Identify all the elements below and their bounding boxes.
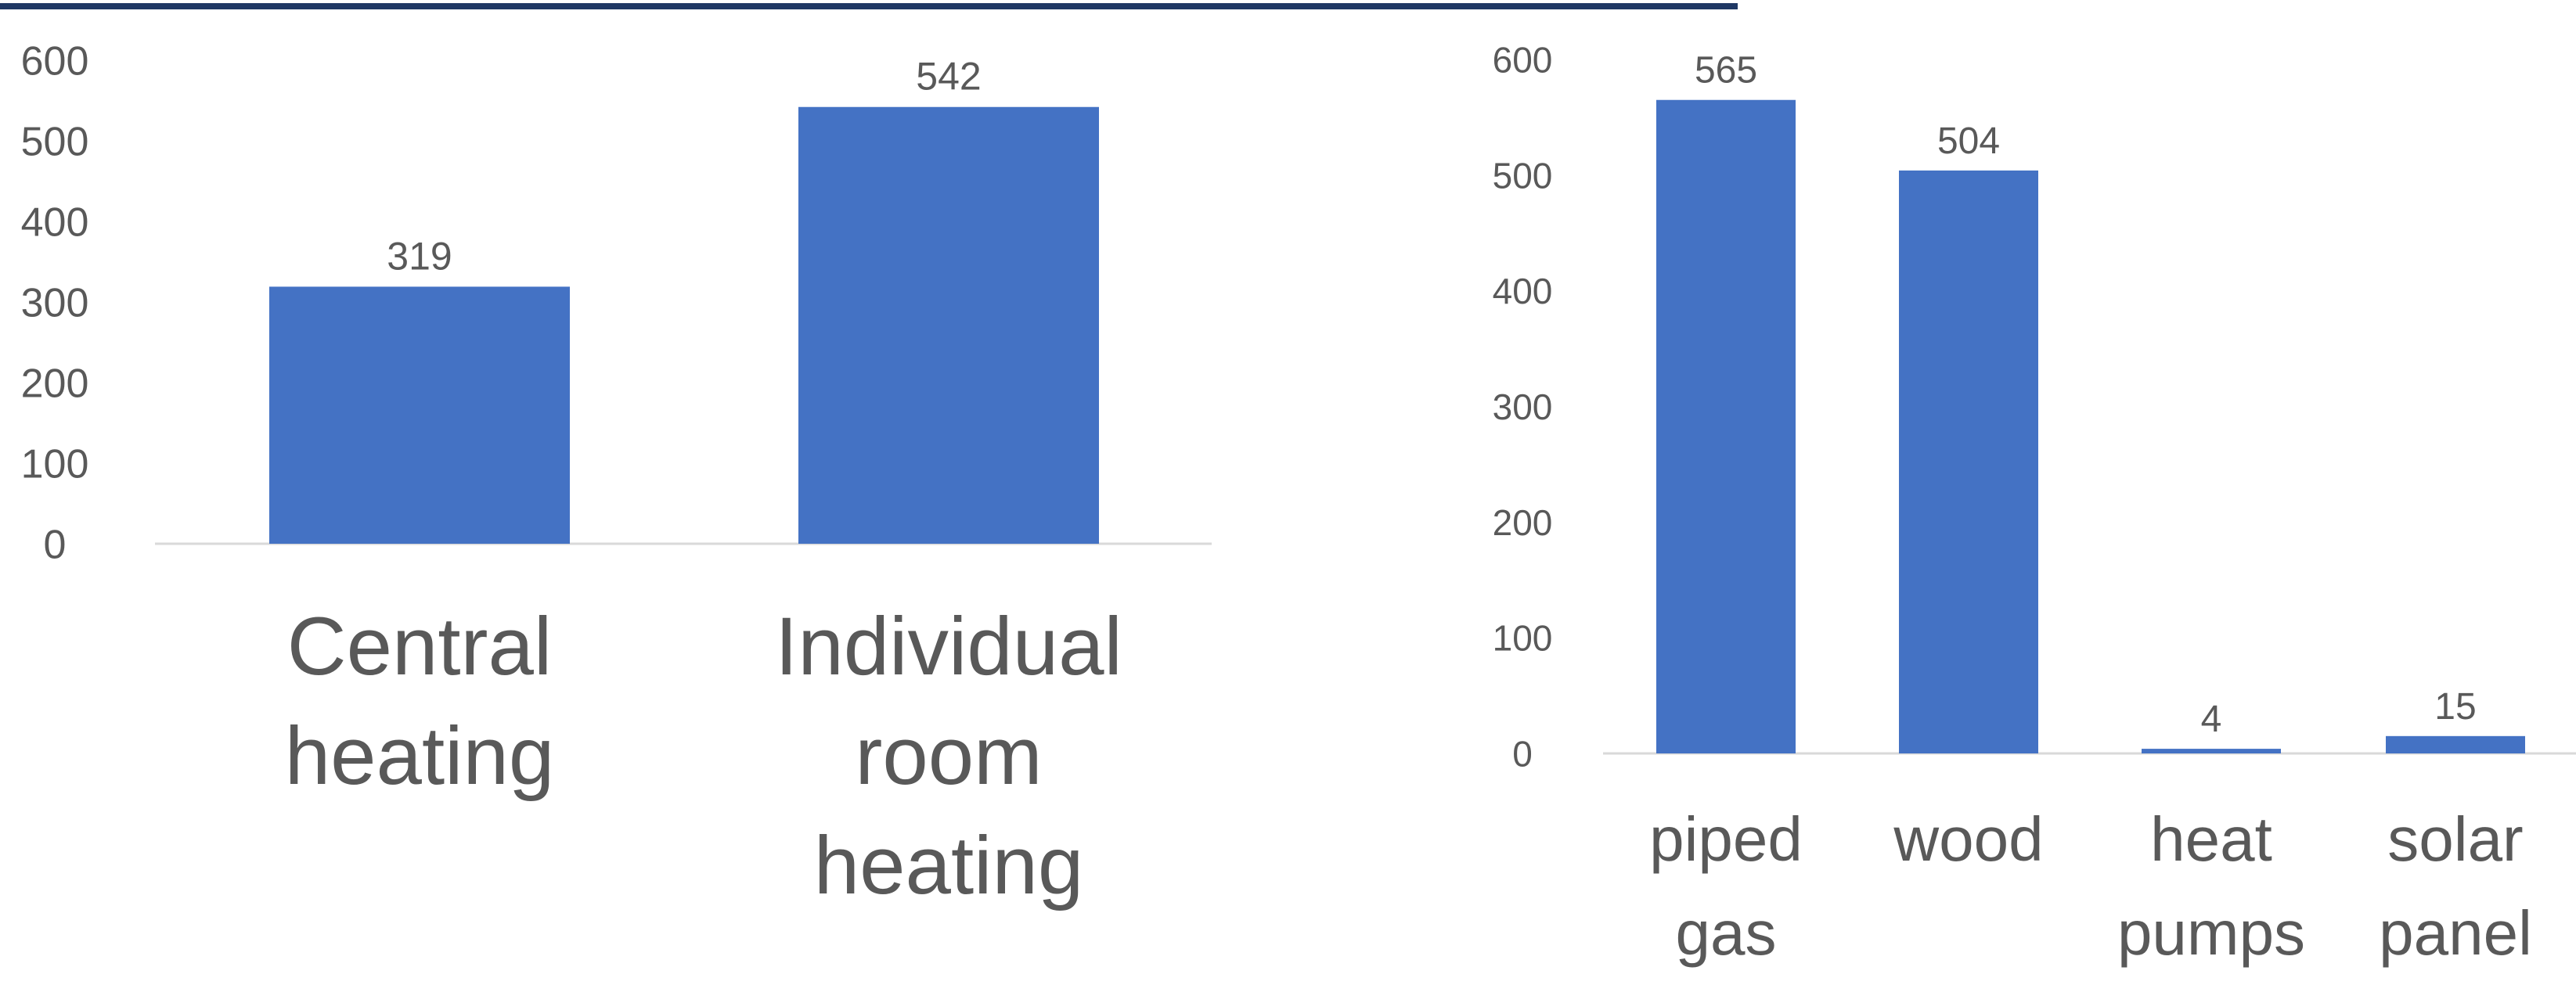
category-label: pumps [2117,898,2305,968]
y-tick-label: 600 [1493,40,1553,81]
data-label: 4 [2201,699,2222,740]
category-label: solar [2387,804,2523,874]
bar [2142,749,2281,753]
category-label: room [855,710,1042,802]
y-tick-label: 600 [21,39,89,84]
y-tick-label: 100 [21,442,89,487]
category-label: Central [287,601,552,692]
category-label: gas [1676,898,1777,968]
y-tick-label: 200 [1493,502,1553,543]
bar [798,106,1099,545]
category-label: panel [2379,898,2532,968]
bar [1656,99,1796,753]
data-label: 319 [387,234,452,278]
y-tick-label: 400 [1493,271,1553,311]
category-label: Individual [775,601,1122,692]
y-tick-label: 0 [44,523,67,568]
y-tick-label: 500 [1493,155,1553,196]
bar [2386,735,2525,753]
y-tick-label: 300 [1493,386,1553,427]
bar [269,286,570,544]
y-tick-label: 200 [21,361,89,407]
y-tick-label: 300 [21,281,89,326]
category-label: heating [814,820,1083,911]
header-rule [0,3,1738,9]
y-tick-label: 400 [21,200,89,246]
data-label: 15 [2434,686,2476,728]
data-label: 542 [916,55,981,99]
data-label: 565 [1695,50,1757,92]
y-tick-label: 100 [1493,618,1553,659]
category-label: wood [1893,804,2043,874]
bar [1899,170,2038,754]
category-label: heat [2150,804,2272,874]
y-tick-label: 500 [21,120,89,165]
data-label: 504 [1937,120,2000,162]
y-tick-label: 0 [1512,734,1533,775]
category-label: heating [285,710,554,802]
category-label: piped [1649,804,1803,874]
